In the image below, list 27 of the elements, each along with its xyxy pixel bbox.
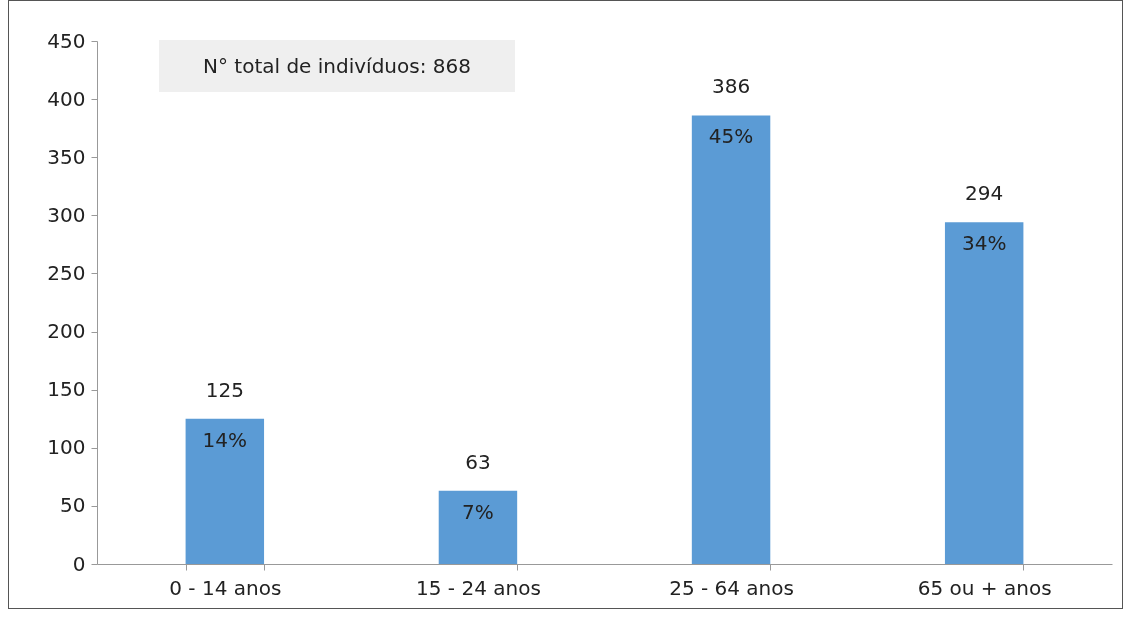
- bar: [944, 222, 1024, 564]
- data-label: 386: [711, 74, 751, 99]
- x-tick-label: 15 - 24 anos: [416, 575, 541, 600]
- annotation: 34%: [961, 231, 1007, 256]
- x-tick-label: 25 - 64 anos: [669, 575, 794, 600]
- bar: [691, 115, 771, 564]
- note-box: N° total de indivíduos: 868: [159, 40, 515, 92]
- y-tick-label: 450: [47, 28, 86, 53]
- annotation: 14%: [202, 427, 248, 452]
- y-tick-label: 200: [47, 319, 86, 344]
- bar: [438, 490, 518, 564]
- x-tick-label: 65 ou + anos: [917, 575, 1052, 600]
- y-tick-label: 150: [47, 377, 86, 402]
- data-label: 63: [465, 449, 491, 474]
- y-tick-label: 0: [72, 551, 86, 576]
- y-tick-label: 350: [47, 144, 86, 169]
- annotation: 7%: [462, 499, 494, 524]
- annotation: 45%: [708, 124, 754, 149]
- y-tick-label: 400: [47, 86, 86, 111]
- y-tick-label: 250: [47, 260, 86, 285]
- y-tick-label: 100: [47, 435, 86, 460]
- data-label: 294: [965, 181, 1004, 206]
- x-tick-label: 0 - 14 anos: [169, 575, 282, 600]
- y-tick-label: 300: [47, 202, 86, 227]
- data-label: 125: [205, 377, 244, 402]
- bar: [185, 418, 265, 564]
- y-tick-label: 50: [60, 493, 86, 518]
